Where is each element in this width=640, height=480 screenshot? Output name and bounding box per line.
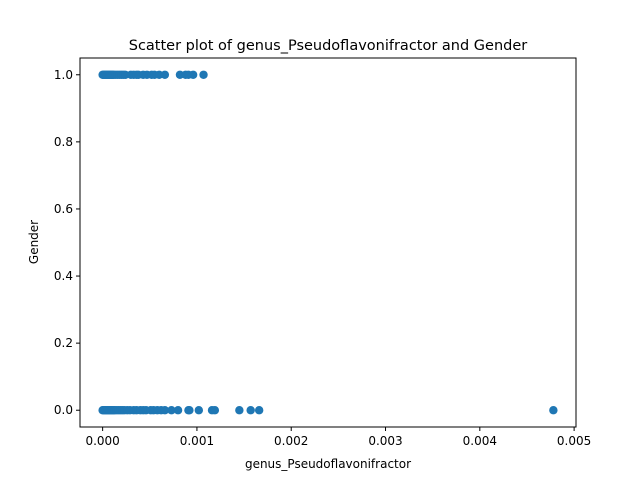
x-axis-ticks: 0.000 0.001 0.002 0.003 0.004 0.005 xyxy=(85,427,591,448)
chart-title: Scatter plot of genus_Pseudoflavonifract… xyxy=(129,38,528,54)
data-point xyxy=(549,406,558,415)
data-point xyxy=(194,406,204,415)
x-tick-label: 0.000 xyxy=(85,434,119,448)
data-point xyxy=(160,70,170,79)
y-tick-label: 0.8 xyxy=(54,135,73,149)
data-point xyxy=(173,406,183,415)
y-tick-label: 1.0 xyxy=(54,68,73,82)
data-point xyxy=(210,406,220,415)
y-tick-label: 0.0 xyxy=(54,403,73,417)
x-tick-label: 0.005 xyxy=(557,434,591,448)
x-tick-label: 0.004 xyxy=(463,434,497,448)
data-point xyxy=(167,406,176,415)
data-point xyxy=(254,406,264,415)
x-tick-label: 0.001 xyxy=(180,434,214,448)
plot-area-frame xyxy=(79,57,577,428)
x-tick-label: 0.002 xyxy=(274,434,308,448)
y-axis-ticks: 0.0 0.2 0.4 0.6 0.8 1.0 xyxy=(54,68,80,417)
data-point xyxy=(160,406,170,415)
y-axis-label: Gender xyxy=(27,220,41,264)
data-point xyxy=(235,406,244,415)
y-tick-label: 0.2 xyxy=(54,336,73,350)
y-tick-label: 0.6 xyxy=(54,202,73,216)
data-point xyxy=(188,70,198,79)
x-tick-label: 0.003 xyxy=(368,434,402,448)
x-axis-label: genus_Pseudoflavonifractor xyxy=(245,457,411,471)
data-points xyxy=(98,70,558,415)
data-point xyxy=(246,406,255,415)
data-point xyxy=(199,70,208,79)
y-tick-label: 0.4 xyxy=(54,269,73,283)
data-point xyxy=(185,406,194,415)
